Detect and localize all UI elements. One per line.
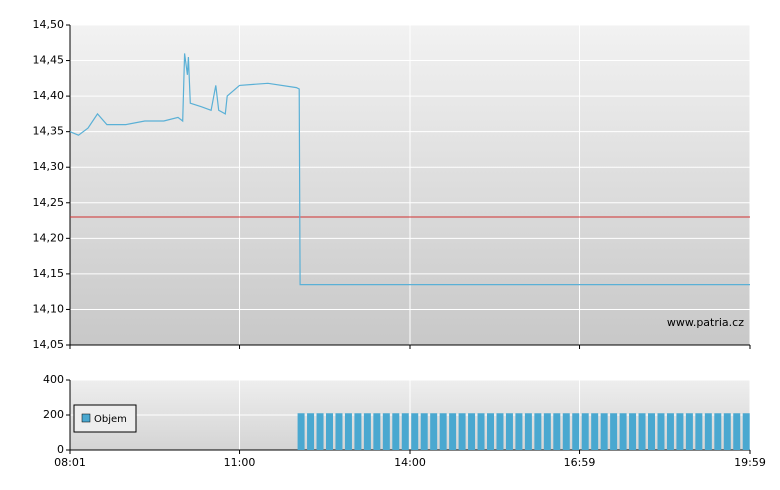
volume-bar <box>505 413 513 450</box>
volume-bar <box>610 413 618 450</box>
volume-bar <box>723 413 731 450</box>
volume-bar <box>534 413 542 450</box>
volume-bar <box>714 413 722 450</box>
volume-bar <box>487 413 495 450</box>
volume-bar <box>325 413 333 450</box>
volume-bar <box>363 413 371 450</box>
x-tick-label: 14:00 <box>394 456 426 469</box>
y-tick-label: 14,25 <box>33 196 65 209</box>
volume-bar <box>648 413 656 450</box>
volume-bar <box>354 413 362 450</box>
y-tick-label: 0 <box>57 443 64 456</box>
y-tick-label: 14,10 <box>33 302 65 315</box>
volume-bar <box>685 413 693 450</box>
volume-bar <box>477 413 485 450</box>
volume-bar <box>619 413 627 450</box>
price-line <box>69 53 750 286</box>
volume-bar <box>401 413 409 450</box>
y-tick-label: 14,45 <box>33 54 65 67</box>
volume-bar <box>543 413 551 450</box>
volume-bar <box>524 413 532 450</box>
watermark: www.patria.cz <box>667 316 744 329</box>
x-tick-label: 19:59 <box>734 456 766 469</box>
volume-bar <box>515 413 523 450</box>
y-tick-label: 14,15 <box>33 267 65 280</box>
volume-bar <box>591 413 599 450</box>
volume-bar <box>638 413 646 450</box>
volume-bar <box>553 413 561 450</box>
volume-bar <box>468 413 476 450</box>
volume-bar <box>657 413 665 450</box>
volume-bar <box>373 413 381 450</box>
y-tick-label: 200 <box>43 408 64 421</box>
volume-bar <box>439 413 447 450</box>
x-tick-label: 16:59 <box>564 456 596 469</box>
volume-bar <box>695 413 703 450</box>
volume-bar <box>316 413 324 450</box>
volume-bar <box>458 413 466 450</box>
volume-bar <box>335 413 343 450</box>
y-tick-label: 400 <box>43 373 64 386</box>
y-tick-label: 14,30 <box>33 160 65 173</box>
volume-bar <box>449 413 457 450</box>
y-tick-label: 14,20 <box>33 231 65 244</box>
volume-bar <box>733 413 741 450</box>
volume-bar <box>676 413 684 450</box>
volume-bar <box>581 413 589 450</box>
y-tick-label: 14,05 <box>33 338 65 351</box>
volume-bar <box>666 413 674 450</box>
volume-bar <box>420 413 428 450</box>
volume-bar <box>629 413 637 450</box>
volume-bar <box>742 413 750 450</box>
volume-bar <box>572 413 580 450</box>
volume-bar <box>562 413 570 450</box>
volume-bar <box>411 413 419 450</box>
volume-bar <box>704 413 712 450</box>
y-tick-label: 14,35 <box>33 125 65 138</box>
legend-label: Objem <box>94 414 127 425</box>
y-tick-label: 14,50 <box>33 18 65 31</box>
y-tick-label: 14,40 <box>33 89 65 102</box>
volume-bar <box>344 413 352 450</box>
volume-bar <box>496 413 504 450</box>
volume-bar <box>307 413 315 450</box>
volume-bar <box>430 413 438 450</box>
volume-bar <box>600 413 608 450</box>
volume-bar <box>382 413 390 450</box>
x-tick-label: 08:01 <box>54 456 86 469</box>
volume-bar <box>297 413 305 450</box>
x-tick-label: 11:00 <box>224 456 256 469</box>
legend-swatch <box>81 413 91 423</box>
volume-bar <box>392 413 400 450</box>
